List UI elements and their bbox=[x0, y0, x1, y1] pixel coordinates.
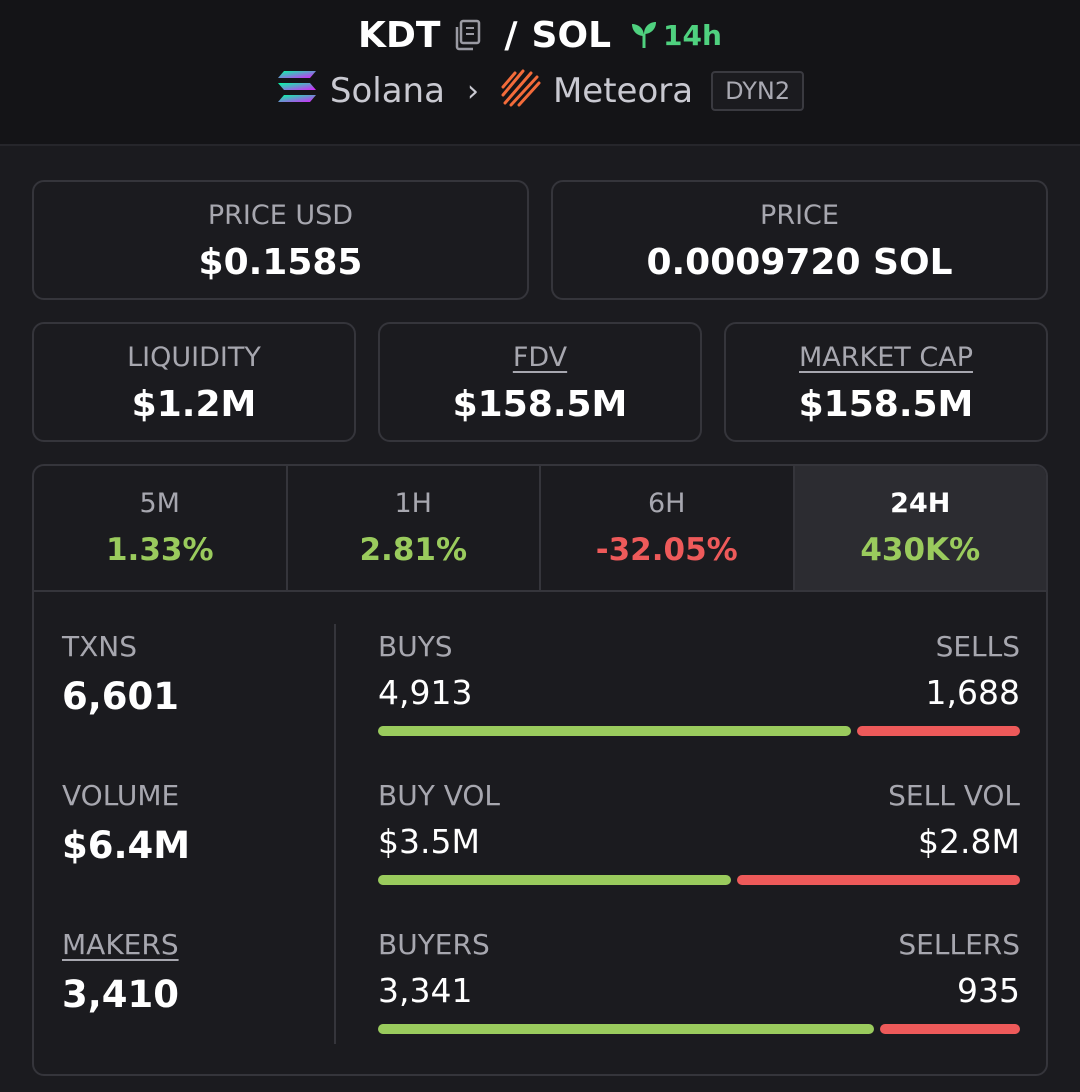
tab-label: 6H bbox=[648, 488, 686, 519]
sellers-label: SELLERS bbox=[898, 928, 1020, 961]
tab-change: -32.05% bbox=[595, 532, 738, 568]
buy-vol-bar bbox=[378, 875, 731, 885]
buyers-sellers-ratio-bar bbox=[378, 1024, 1020, 1034]
buyers-sellers-split: BUYERS SELLERS 3,341 935 bbox=[378, 928, 1020, 1034]
sells-bar bbox=[857, 726, 1020, 736]
tab-label: 24H bbox=[890, 488, 951, 519]
buys-value: 4,913 bbox=[378, 673, 473, 712]
sellers-value: 935 bbox=[957, 971, 1020, 1010]
volume-label: VOLUME bbox=[62, 779, 180, 812]
buys-label: BUYS bbox=[378, 630, 453, 663]
price-native-label: PRICE bbox=[760, 200, 839, 231]
price-usd-label: PRICE USD bbox=[207, 200, 354, 231]
chain-link[interactable]: Solana bbox=[329, 71, 445, 111]
solana-logo-icon bbox=[276, 69, 318, 114]
txns-stat: TXNS 6,601 bbox=[62, 630, 179, 718]
txns-value: 6,601 bbox=[62, 675, 180, 718]
sell-vol-value: $2.8M bbox=[918, 822, 1020, 861]
volume-value: $6.4M bbox=[62, 824, 191, 867]
liquidity-value: $1.2M bbox=[131, 384, 257, 425]
makers-value: 3,410 bbox=[62, 973, 180, 1016]
liquidity-card: LIQUIDITY $1.2M bbox=[32, 322, 356, 442]
market-cap-card: MARKET CAP $158.5M bbox=[724, 322, 1048, 442]
dex-version-badge: DYN2 bbox=[711, 71, 805, 111]
volume-stat: VOLUME $6.4M bbox=[62, 779, 190, 867]
base-token-symbol: KDT bbox=[358, 14, 441, 56]
makers-stat: MAKERS 3,410 bbox=[62, 928, 179, 1016]
tab-change: 2.81% bbox=[359, 532, 468, 568]
fdv-card: FDV $158.5M bbox=[378, 322, 702, 442]
price-usd-value: $0.1585 bbox=[198, 242, 363, 283]
buys-sells-split: BUYS SELLS 4,913 1,688 bbox=[378, 630, 1020, 736]
tab-24h[interactable]: 24H 430K% bbox=[794, 466, 1046, 590]
tab-change: 430K% bbox=[860, 532, 981, 568]
pair-title: KDT / SOL 14h bbox=[0, 12, 1080, 58]
fdv-label[interactable]: FDV bbox=[512, 342, 568, 373]
pair-header: KDT / SOL 14h bbox=[0, 0, 1080, 146]
market-cap-value: $158.5M bbox=[798, 384, 974, 425]
column-divider bbox=[334, 624, 336, 1044]
price-native-card: PRICE 0.0009720 SOL bbox=[551, 180, 1048, 300]
pair-age: 14h bbox=[629, 19, 722, 52]
sells-label: SELLS bbox=[935, 630, 1020, 663]
tab-change: 1.33% bbox=[105, 532, 214, 568]
txns-label: TXNS bbox=[62, 630, 138, 663]
buyers-bar bbox=[378, 1024, 874, 1034]
tab-6h[interactable]: 6H -32.05% bbox=[541, 466, 795, 590]
liquidity-label: LIQUIDITY bbox=[127, 342, 261, 373]
buys-bar bbox=[378, 726, 851, 736]
fdv-value: $158.5M bbox=[452, 384, 628, 425]
pair-separator: / bbox=[504, 14, 518, 56]
tab-label: 5M bbox=[139, 488, 180, 519]
buy-vol-label: BUY VOL bbox=[378, 779, 501, 812]
meteora-logo-icon bbox=[501, 67, 541, 116]
copy-icon[interactable] bbox=[452, 19, 482, 51]
quote-token-symbol: SOL bbox=[531, 14, 612, 56]
volume-split: BUY VOL SELL VOL $3.5M $2.8M bbox=[378, 779, 1020, 885]
market-cap-label[interactable]: MARKET CAP bbox=[799, 342, 973, 373]
sprout-icon bbox=[632, 22, 657, 48]
buyers-value: 3,341 bbox=[378, 971, 473, 1010]
tab-1h[interactable]: 1H 2.81% bbox=[288, 466, 541, 590]
dex-link[interactable]: Meteora bbox=[552, 71, 694, 111]
timeframe-tabs: 5M 1.33% 1H 2.81% 6H -32.05% 24H 430K% bbox=[34, 466, 1046, 592]
volume-ratio-bar bbox=[378, 875, 1020, 885]
price-native-value: 0.0009720 SOL bbox=[646, 242, 953, 283]
chevron-right-icon: › bbox=[466, 73, 479, 109]
tab-label: 1H bbox=[394, 488, 432, 519]
buyers-label: BUYERS bbox=[378, 928, 490, 961]
sell-vol-bar bbox=[737, 875, 1020, 885]
buy-vol-value: $3.5M bbox=[378, 822, 480, 861]
sell-vol-label: SELL VOL bbox=[888, 779, 1020, 812]
makers-label[interactable]: MAKERS bbox=[62, 928, 179, 961]
price-usd-card: PRICE USD $0.1585 bbox=[32, 180, 529, 300]
tab-5m[interactable]: 5M 1.33% bbox=[34, 466, 288, 590]
pair-age-label: 14h bbox=[663, 18, 722, 52]
buys-sells-ratio-bar bbox=[378, 726, 1020, 736]
breadcrumb: Solana › Meteora DYN2 bbox=[0, 66, 1080, 116]
sells-value: 1,688 bbox=[925, 673, 1020, 712]
stats-panel: 5M 1.33% 1H 2.81% 6H -32.05% 24H 430K% T… bbox=[32, 464, 1048, 1076]
sellers-bar bbox=[880, 1024, 1020, 1034]
